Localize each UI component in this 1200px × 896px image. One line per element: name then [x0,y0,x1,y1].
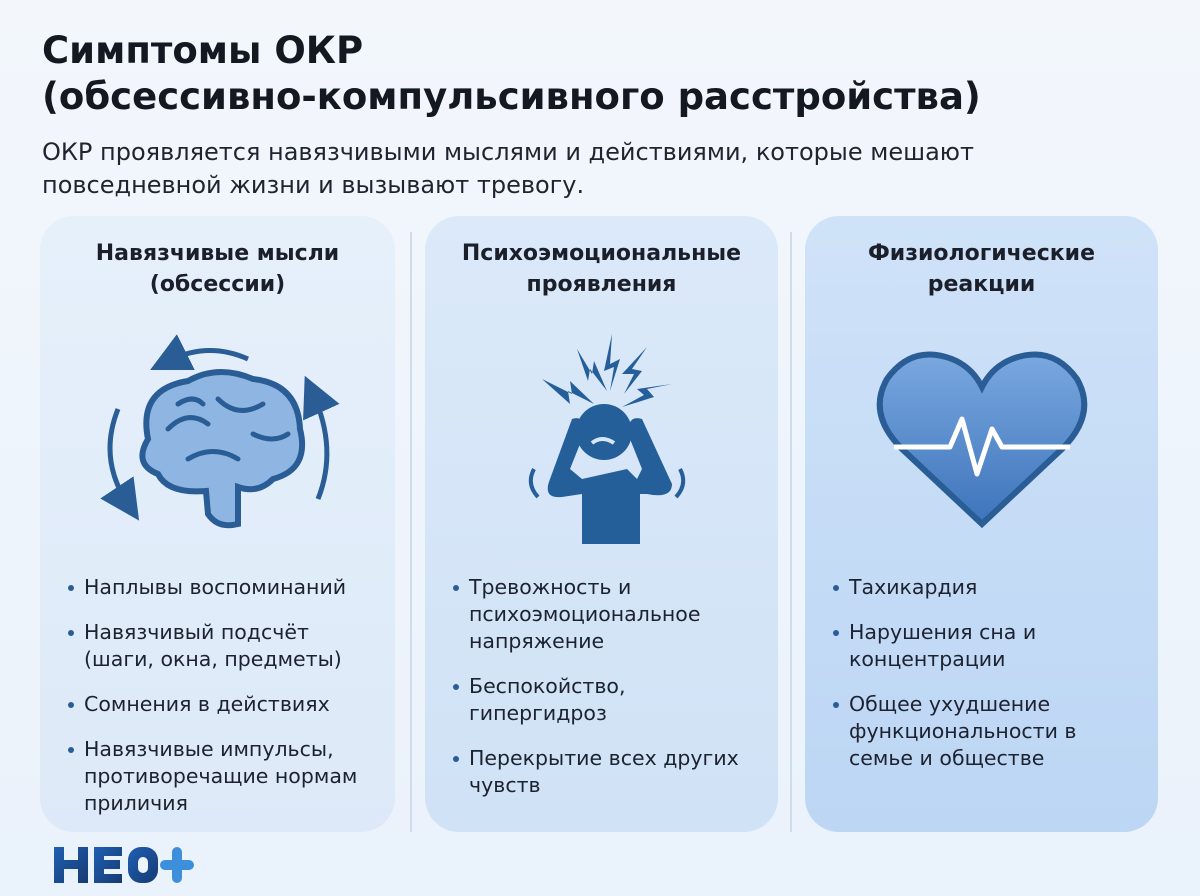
divider [410,232,412,832]
brain-cycle-icon [58,304,377,574]
list-item: Тахикардия [823,574,1140,601]
symptom-list: Тревожность и психоэмоциональное напряже… [443,574,760,799]
list-item: Перекрытие всех других чувств [443,745,760,799]
list-item: Беспокойство, гипергидроз [443,673,760,727]
card-physiological: Физиологические реакции Тахикардия Наруш… [805,216,1158,832]
card-title: Психоэмоциональные проявления [461,241,742,297]
divider [790,232,792,832]
list-item: Нарушения сна и концентрации [823,619,1140,673]
card-title: Навязчивые мысли (обсессии) [95,241,340,297]
card-obsessions: Навязчивые мысли (обсессии) Наплывы восп… [40,216,395,832]
heart-pulse-icon [823,304,1140,574]
list-item: Сомнения в действиях [58,691,377,718]
subtitle: ОКР проявляется навязчивыми мыслями и де… [42,138,974,199]
card-title: Физиологические реакции [867,241,1095,297]
list-item: Общее ухудшение функциональности в семье… [823,691,1140,772]
list-item: Наплывы воспоминаний [58,574,377,601]
title-line-2: (обсессивно-компульсивного расстройства) [42,75,981,118]
card-psychoemotional: Психоэмоциональные проявления Тревожност… [425,216,778,832]
symptom-list: Наплывы воспоминаний Навязчивый подсчёт … [58,574,377,817]
page-title: Симптомы ОКР (обсессивно-компульсивного … [42,28,981,120]
list-item: Навязчивый подсчёт (шаги, окна, предметы… [58,619,377,673]
neo-plus-logo [52,845,202,889]
list-item: Навязчивые импульсы, противоречащие норм… [58,736,377,817]
symptom-list: Тахикардия Нарушения сна и концентрации … [823,574,1140,772]
list-item: Тревожность и психоэмоциональное напряже… [443,574,760,655]
stressed-person-icon [443,304,760,574]
title-line-1: Симптомы ОКР [42,29,364,72]
